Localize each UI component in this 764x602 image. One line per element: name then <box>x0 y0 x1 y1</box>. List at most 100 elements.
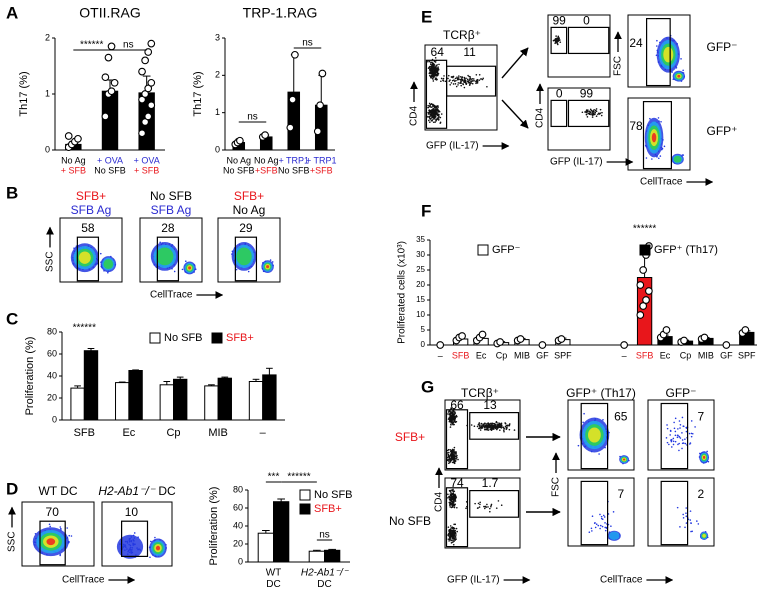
event-dot <box>450 533 453 535</box>
event-dot <box>452 83 455 85</box>
event-dot <box>471 78 474 80</box>
event-dot <box>463 86 466 89</box>
event-dot <box>452 414 455 417</box>
significance-label: *** <box>268 472 280 483</box>
flow-plot <box>231 242 274 274</box>
event-dot <box>471 82 474 85</box>
event-dot <box>582 421 584 424</box>
y-axis-label: Proliferated cells (x10³) <box>397 241 408 344</box>
x-tick-label: + TRP1 <box>306 155 337 165</box>
event-dot <box>601 525 604 528</box>
event-dot <box>449 448 452 451</box>
event-dot <box>453 523 455 526</box>
bar <box>115 382 130 421</box>
event-dot <box>437 74 439 76</box>
event-dot <box>599 108 602 111</box>
x-tick-label: +SFB <box>255 166 278 176</box>
event-dot <box>434 121 436 123</box>
density <box>702 455 706 459</box>
data-point <box>147 78 156 87</box>
event-dot <box>447 413 449 415</box>
event-dot <box>432 111 435 114</box>
bar <box>308 550 326 563</box>
event-dot <box>457 76 460 79</box>
data-point <box>316 101 324 110</box>
event-dot <box>454 77 457 80</box>
event-dot <box>665 437 668 439</box>
chart-title: TRP-1.RAG <box>243 5 318 21</box>
event-dot <box>657 117 660 119</box>
event-dot <box>594 526 597 529</box>
data-point <box>107 87 116 96</box>
event-dot <box>446 452 449 454</box>
plot-frame <box>444 399 521 471</box>
data-point <box>141 56 149 65</box>
event-dot <box>603 516 606 518</box>
event-dot <box>434 57 437 59</box>
bar <box>257 532 275 563</box>
event-dot <box>503 427 506 430</box>
event-dot <box>448 529 450 532</box>
event-dot <box>463 80 466 82</box>
gate-value: 70 <box>46 505 60 519</box>
event-dot <box>435 78 438 81</box>
gate-value: 58 <box>81 221 95 235</box>
event-dot <box>173 270 176 273</box>
bar <box>248 381 264 421</box>
event-dot <box>449 418 452 420</box>
legend-label: SFB+ <box>314 503 342 515</box>
event-dot <box>477 502 480 505</box>
y-axis-label: Proliferation (%) <box>208 487 220 566</box>
event-dot <box>592 112 595 115</box>
event-dot <box>679 427 681 429</box>
event-dot <box>689 510 692 512</box>
panel-letter: E <box>421 7 432 26</box>
gate-value: 13 <box>483 398 497 412</box>
event-dot <box>453 416 455 419</box>
flow-plot <box>588 500 621 541</box>
event-dot <box>463 77 466 80</box>
event-dot <box>447 74 450 77</box>
event-dot <box>432 107 435 110</box>
event-dot <box>593 108 595 111</box>
event-dot <box>458 75 460 77</box>
event-dot <box>493 424 496 427</box>
event-dot <box>468 84 471 86</box>
event-dot <box>436 117 439 119</box>
x-tick-label: + SFB <box>61 166 86 176</box>
event-dot <box>491 422 493 424</box>
gate-value: 0 <box>583 13 590 27</box>
y-tick-label: 0 <box>421 340 426 349</box>
plot-header: GFP⁻ <box>665 386 696 400</box>
event-dot <box>679 526 681 528</box>
event-dot <box>68 534 71 537</box>
event-dot <box>681 432 683 434</box>
event-dot <box>674 440 677 443</box>
event-dot <box>450 421 453 424</box>
plot-frame <box>424 44 498 131</box>
event-dot <box>598 113 601 115</box>
event-dot <box>435 75 437 77</box>
event-dot <box>453 454 455 457</box>
event-dot <box>449 493 452 495</box>
event-dot <box>672 443 675 446</box>
event-dot <box>651 158 653 160</box>
event-dot <box>682 513 684 516</box>
event-dot <box>592 110 595 113</box>
event-dot <box>457 78 459 80</box>
event-dot <box>599 513 601 516</box>
density <box>608 531 620 540</box>
flow-plot <box>552 35 562 46</box>
event-dot <box>590 112 592 114</box>
x-tick-label: No Ag <box>254 155 279 165</box>
event-dot <box>649 117 651 120</box>
event-dot <box>460 81 462 83</box>
event-dot <box>460 78 463 81</box>
flow-plot <box>577 412 630 465</box>
event-dot <box>505 424 508 427</box>
event-dot <box>669 430 672 432</box>
x-tick-label: DC <box>266 579 280 590</box>
event-dot <box>507 424 509 427</box>
event-dot <box>432 105 435 107</box>
event-dot <box>428 109 431 111</box>
